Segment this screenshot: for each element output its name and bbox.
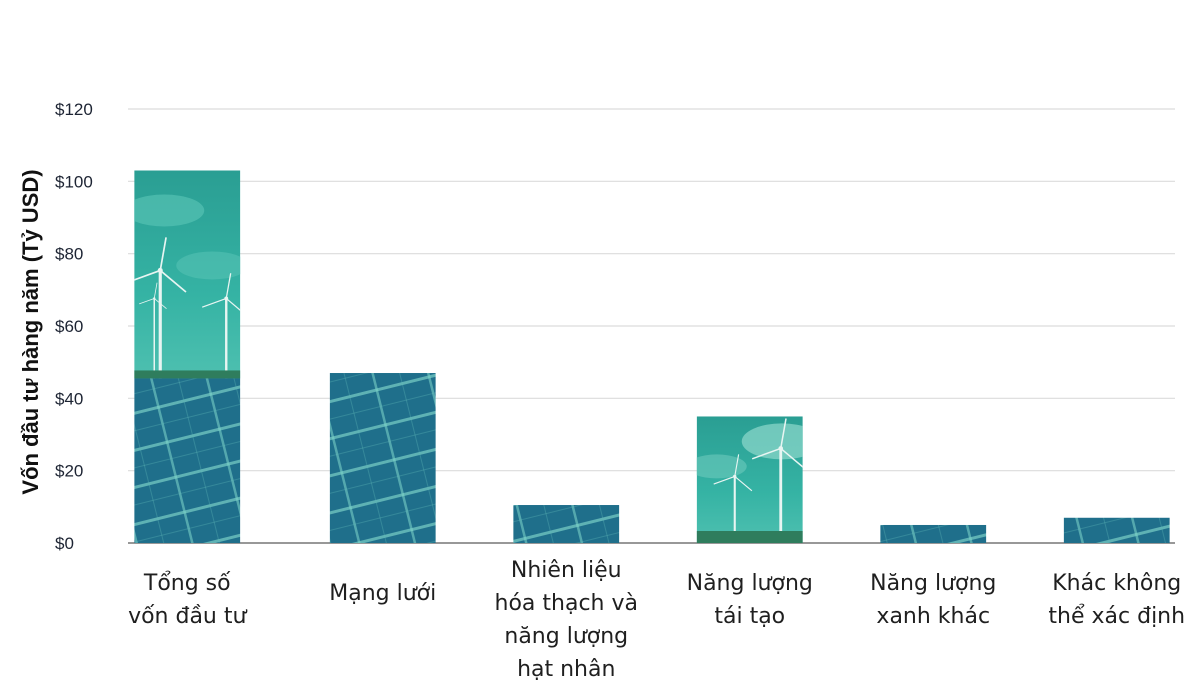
bar-fill bbox=[513, 505, 620, 543]
y-tick-label: $100 bbox=[55, 172, 93, 191]
bars-layer bbox=[134, 170, 1170, 543]
turbine-blade bbox=[153, 298, 167, 310]
x-tick-label: thể xác định bbox=[1048, 604, 1185, 629]
x-tick-label: vốn đầu tư bbox=[128, 604, 247, 629]
bar-fill bbox=[1063, 517, 1170, 543]
labels-layer: $0 $20 $40 $60 $80 $100 $120 Tổng số vốn đầu tư M… bbox=[55, 100, 1185, 682]
y-tick-label: $80 bbox=[55, 245, 83, 264]
y-axis-label: Vốn đầu tư hàng năm (Tỷ USD) bbox=[18, 169, 43, 494]
turbine-hub bbox=[157, 267, 163, 273]
turbine-blade bbox=[780, 418, 787, 449]
y-tick-label: $40 bbox=[55, 389, 83, 408]
x-tick-label: xanh khác bbox=[876, 604, 990, 629]
cloud bbox=[741, 423, 803, 460]
turbine-hub bbox=[224, 296, 229, 301]
y-tick-label: $20 bbox=[55, 462, 83, 481]
turbine-blade bbox=[780, 447, 803, 468]
bar-fill bbox=[696, 416, 803, 543]
y-tick-label: $120 bbox=[55, 100, 93, 119]
solar-panel-image bbox=[134, 378, 241, 543]
treeline bbox=[134, 370, 241, 379]
x-tick-label: Tổng số bbox=[143, 571, 231, 596]
turbine-hub bbox=[778, 446, 784, 451]
solar-panel-image bbox=[880, 524, 987, 543]
turbine-blade bbox=[751, 447, 782, 460]
bar bbox=[1063, 517, 1170, 543]
cloud bbox=[134, 194, 205, 227]
turbine-blade bbox=[734, 475, 753, 492]
y-tick-label: $60 bbox=[55, 317, 83, 336]
bar bbox=[134, 170, 241, 543]
x-tick-label: Nhiên liệu bbox=[511, 558, 622, 583]
x-tick-label: Năng lượng bbox=[687, 571, 813, 596]
bar-fill bbox=[880, 524, 987, 543]
x-tick-label: Mạng lưới bbox=[329, 581, 436, 606]
turbine-blade bbox=[134, 269, 161, 281]
turbine-blade bbox=[225, 297, 241, 312]
x-tick-label: tái tạo bbox=[714, 604, 785, 629]
turbine-blade bbox=[159, 269, 187, 293]
x-tick-label: năng lượng bbox=[504, 624, 628, 649]
bar bbox=[513, 505, 620, 543]
solar-panel-image bbox=[513, 505, 620, 543]
turbine-blade bbox=[153, 282, 158, 299]
cloud bbox=[176, 251, 241, 280]
bar bbox=[329, 373, 436, 543]
cloud bbox=[696, 454, 747, 479]
turbine-blade bbox=[225, 273, 232, 299]
y-tick-label: $0 bbox=[55, 534, 74, 553]
bar-fill bbox=[329, 373, 436, 543]
turbine-hub bbox=[153, 297, 156, 300]
solar-panel-image bbox=[1063, 517, 1170, 543]
grid-layer bbox=[128, 108, 1175, 544]
x-tick-label: Năng lượng bbox=[870, 571, 996, 596]
x-tick-label: hóa thạch và bbox=[495, 591, 638, 616]
bar bbox=[880, 524, 987, 543]
bar-fill bbox=[134, 170, 241, 543]
turbine-hub bbox=[733, 474, 737, 479]
x-tick-label: Khác không bbox=[1052, 571, 1181, 596]
turbine-blade bbox=[201, 297, 227, 308]
turbine-blade bbox=[159, 237, 167, 271]
x-tick-label: hạt nhân bbox=[517, 657, 615, 682]
turbine-blade bbox=[734, 454, 740, 477]
bar bbox=[696, 416, 803, 543]
turbine-blade bbox=[713, 475, 735, 485]
solar-panel-image bbox=[329, 373, 436, 543]
turbine-blade bbox=[139, 298, 155, 305]
treeline bbox=[696, 531, 803, 543]
